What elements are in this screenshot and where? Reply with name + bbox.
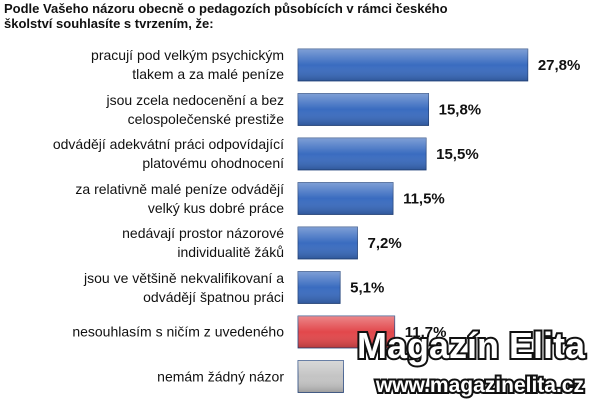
category-label: jsou ve většině nekvalifikovaní a odvádě… [84,269,284,305]
value-label: 11,5% [403,190,445,207]
category-label: nesouhlasím s ničím z uvedeného [72,323,284,340]
bar-shade [298,182,394,215]
category-label: pracují pod velkým psychickým tlakem a z… [91,47,284,82]
chart-title: Podle Vašeho názoru obecně o pedagozích … [4,1,448,31]
category-label: za relativně malé peníze odvádějí velký … [75,180,284,216]
watermark-title: Magazín Elita [357,325,586,366]
watermark-url: www.magazinelita.cz [375,374,584,397]
value-label: 27,8% [538,57,581,74]
bar-shade [298,271,341,304]
value-label: 15,5% [436,146,479,163]
bar-shade [298,227,358,259]
category-label: odvádějí adekvátní práci odpovídající pl… [52,136,284,171]
value-label: 15,8% [439,101,482,118]
value-label: 11,7% [405,324,447,341]
category-label: nedávají prostor názorové individualitě … [122,225,284,260]
value-label: 5,1% [350,279,384,296]
bar-shade [298,316,395,348]
bar-shade [298,93,429,126]
category-label: nemám žádný názor [157,368,284,384]
bar-shade [298,49,528,81]
category-label: jsou zcela nedocenění a bez celospolečen… [106,91,284,127]
bar-shade [298,138,427,170]
bar-shade [298,360,344,393]
value-label: 7,2% [368,235,402,252]
